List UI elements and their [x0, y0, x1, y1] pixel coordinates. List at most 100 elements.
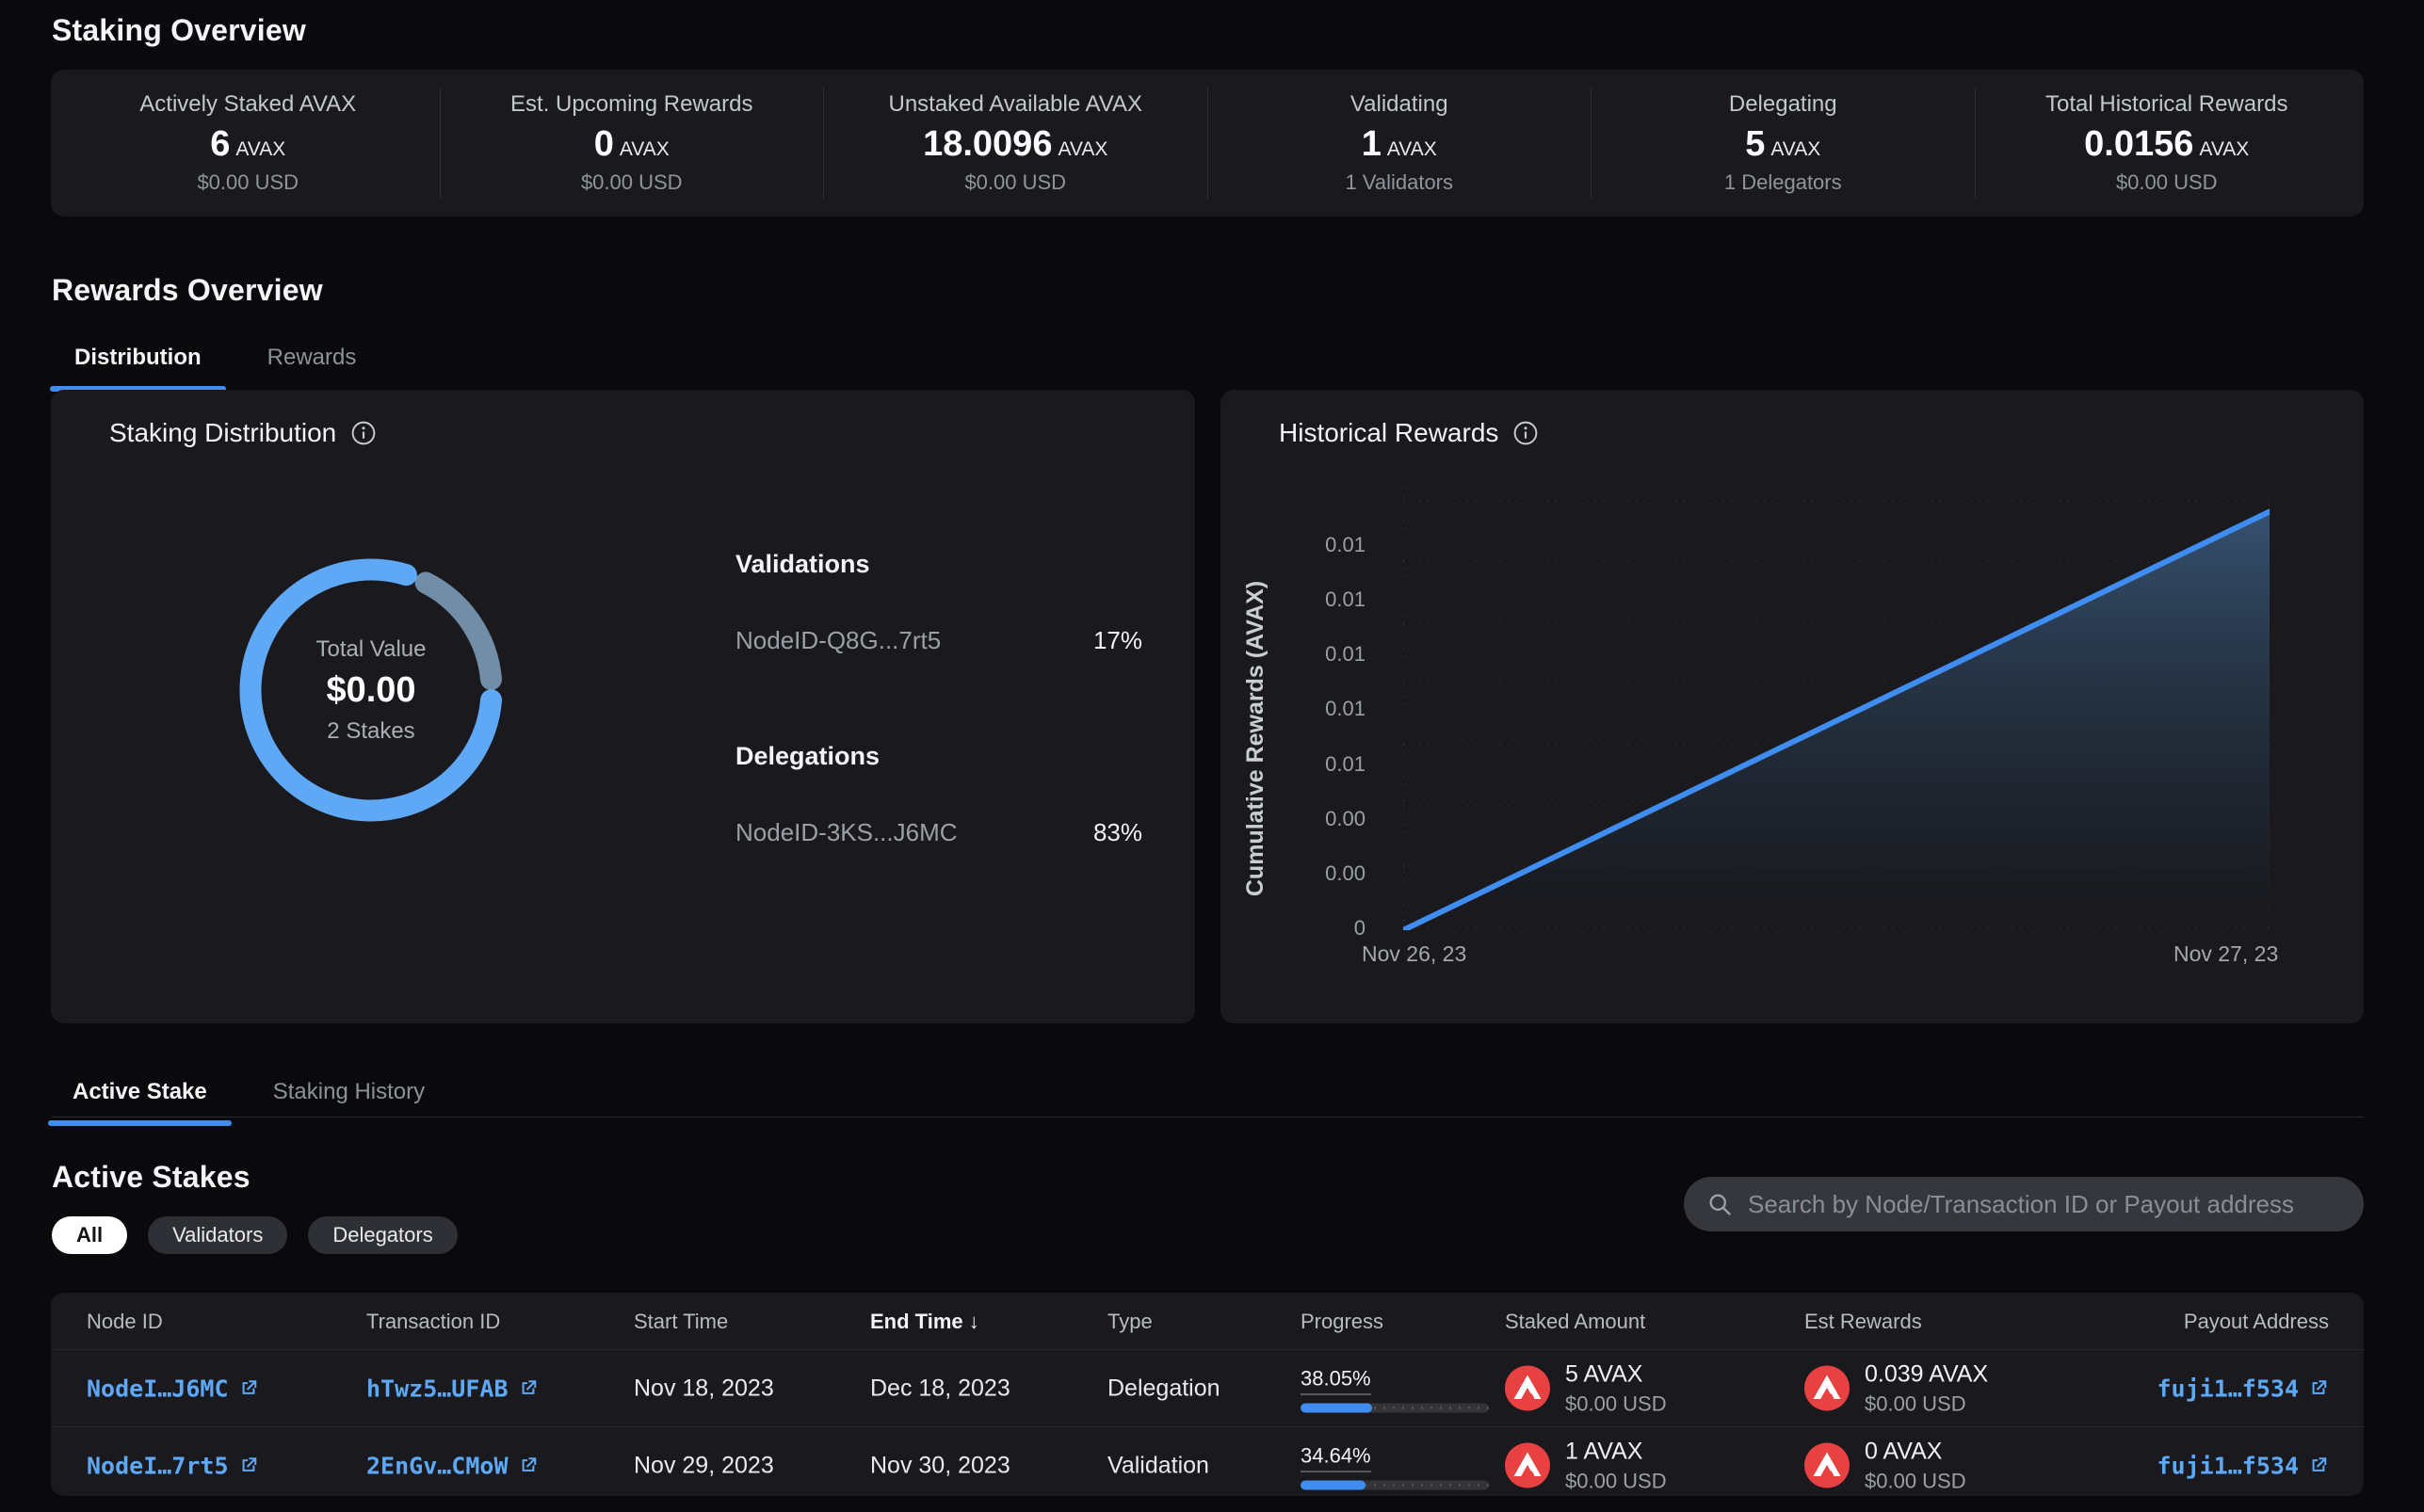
- donut-center: Total Value $0.00 2 Stakes: [225, 544, 517, 836]
- progress-percent: 38.05%: [1301, 1366, 1371, 1394]
- avax-icon: [1804, 1442, 1850, 1488]
- filter-validators[interactable]: Validators: [148, 1216, 288, 1254]
- info-icon[interactable]: [1513, 421, 1538, 445]
- progress-cell: 38.05%: [1301, 1364, 1489, 1412]
- stat-value: 18.0096 AVAX: [923, 124, 1108, 164]
- staking-distribution-donut: Total Value $0.00 2 Stakes: [225, 544, 517, 836]
- search-icon: [1709, 1194, 1731, 1215]
- y-axis-ticks: 0.01 0.01 0.01 0.01 0.01 0.00 0.00 0: [1325, 533, 1366, 940]
- est-rewards-cell: 0 AVAX $0.00 USD: [1804, 1438, 1966, 1493]
- stat-sub: 1 Validators: [1345, 170, 1454, 194]
- delegation-legend-row: NodeID-3KS...J6MC 83%: [735, 818, 1142, 847]
- tabs-divider: [52, 1117, 2364, 1118]
- transaction-id-link[interactable]: 2EnGv…CMoW: [366, 1452, 539, 1479]
- stat-label: Unstaked Available AVAX: [888, 91, 1142, 117]
- filter-all[interactable]: All: [52, 1216, 128, 1254]
- validation-legend-row: NodeID-Q8G...7rt5 17%: [735, 626, 1142, 655]
- staked-usd: $0.00 USD: [1565, 1391, 1667, 1415]
- divider: [51, 1426, 2364, 1427]
- tab-distribution[interactable]: Distribution: [50, 345, 226, 392]
- staked-amount: 1 AVAX: [1565, 1438, 1643, 1464]
- divider: [823, 88, 824, 199]
- progress-percent: 34.64%: [1301, 1443, 1371, 1472]
- col-progress[interactable]: Progress: [1301, 1310, 1384, 1333]
- avax-icon: [1804, 1365, 1850, 1411]
- page-title: Staking Overview: [52, 13, 306, 47]
- avax-icon: [1505, 1442, 1550, 1488]
- donut-arc-delegations[interactable]: [239, 558, 503, 822]
- x-axis-tick-left: Nov 26, 23: [1362, 941, 1467, 966]
- staked-amount: 5 AVAX: [1565, 1360, 1643, 1387]
- stat-label: Delegating: [1728, 91, 1837, 117]
- table-row: NodeI…7rt5 2EnGv…CMoW Nov 29, 2023 Nov 3…: [51, 1427, 2364, 1496]
- historical-rewards-chart[interactable]: [1403, 488, 2270, 930]
- active-tab-underline: [50, 386, 226, 392]
- tab-rewards[interactable]: Rewards: [267, 345, 357, 370]
- node-id-link[interactable]: NodeI…J6MC: [87, 1375, 259, 1402]
- col-end-time[interactable]: End Time ↓: [870, 1310, 979, 1333]
- start-time: Nov 29, 2023: [634, 1452, 774, 1478]
- stat-value: 5 AVAX: [1745, 124, 1821, 164]
- delegation-percent: 83%: [1092, 818, 1142, 846]
- col-staked-amount[interactable]: Staked Amount: [1505, 1310, 1646, 1333]
- delegations-heading: Delegations: [735, 742, 881, 770]
- external-link-icon: [242, 1380, 256, 1394]
- tab-active-stake[interactable]: Active Stake: [48, 1079, 232, 1126]
- divider: [51, 1349, 2364, 1350]
- sort-desc-icon: ↓: [968, 1310, 979, 1333]
- end-time: Dec 18, 2023: [870, 1375, 1010, 1401]
- x-axis-tick-right: Nov 27, 23: [2174, 941, 2279, 966]
- rewards-overview-heading: Rewards Overview: [52, 273, 323, 307]
- y-axis-title: Cumulative Rewards (AVAX): [1242, 580, 1269, 896]
- validations-heading: Validations: [735, 550, 870, 578]
- filter-delegators[interactable]: Delegators: [308, 1216, 458, 1254]
- progress-bar: [1301, 1403, 1489, 1412]
- stat-delegating: Delegating 5 AVAX 1 Delegators: [1592, 70, 1975, 217]
- transaction-id-link[interactable]: hTwz5…UFAB: [366, 1375, 539, 1402]
- divider: [439, 88, 441, 199]
- stake-type: Delegation: [1107, 1375, 1220, 1401]
- progress-bar-fill: [1301, 1403, 1373, 1412]
- donut-center-value: $0.00: [326, 669, 416, 710]
- col-payout-address[interactable]: Payout Address: [2183, 1310, 2329, 1333]
- info-icon[interactable]: [351, 421, 376, 445]
- staking-distribution-title: Staking Distribution: [109, 418, 376, 448]
- stat-total-historical-rewards: Total Historical Rewards 0.0156 AVAX $0.0…: [1976, 70, 2359, 217]
- external-link-icon: [522, 1380, 536, 1394]
- donut-arc-validations[interactable]: [225, 544, 517, 836]
- historical-rewards-card: Historical Rewards Cumulative Rewards (A…: [1220, 390, 2364, 1023]
- est-rewards-usd: $0.00 USD: [1865, 1391, 1966, 1415]
- stat-label: Validating: [1349, 91, 1448, 117]
- stat-sub: $0.00 USD: [197, 170, 299, 194]
- donut-center-label: Total Value: [315, 635, 427, 662]
- active-stakes-heading: Active Stakes: [52, 1160, 250, 1194]
- avax-icon: [1505, 1365, 1550, 1411]
- stake-tabs: Active Stake Staking History: [48, 1079, 426, 1126]
- payout-address-link[interactable]: fuji1…f534: [2157, 1452, 2329, 1479]
- node-id-link[interactable]: NodeI…7rt5: [87, 1452, 259, 1479]
- distribution-legend: Validations NodeID-Q8G...7rt5 17% Delega…: [735, 550, 1142, 847]
- tab-staking-history[interactable]: Staking History: [272, 1079, 426, 1104]
- stake-filter-chips: All Validators Delegators: [52, 1216, 458, 1254]
- stat-value: 0.0156 AVAX: [2084, 124, 2250, 164]
- col-type[interactable]: Type: [1107, 1310, 1153, 1333]
- search-input[interactable]: [1748, 1189, 2341, 1219]
- staked-usd: $0.00 USD: [1565, 1469, 1667, 1492]
- col-start-time[interactable]: Start Time: [634, 1310, 729, 1333]
- col-transaction-id[interactable]: Transaction ID: [366, 1310, 501, 1333]
- delegation-node-id: NodeID-3KS...J6MC: [735, 818, 958, 846]
- table-header: Node ID Transaction ID Start Time End Ti…: [51, 1293, 2364, 1349]
- stat-upcoming-rewards: Est. Upcoming Rewards 0 AVAX $0.00 USD: [441, 70, 824, 217]
- col-node-id[interactable]: Node ID: [87, 1310, 163, 1333]
- staked-amount-cell: 5 AVAX $0.00 USD: [1505, 1360, 1667, 1416]
- stat-label: Est. Upcoming Rewards: [510, 91, 753, 117]
- search-bar[interactable]: [1684, 1177, 2364, 1231]
- stat-label: Total Historical Rewards: [2045, 91, 2288, 117]
- payout-address-link[interactable]: fuji1…f534: [2157, 1375, 2329, 1402]
- active-tab-underline: [48, 1120, 232, 1126]
- est-rewards-cell: 0.039 AVAX $0.00 USD: [1804, 1360, 1988, 1416]
- progress-bar-fill: [1301, 1480, 1366, 1489]
- end-time: Nov 30, 2023: [870, 1452, 1010, 1478]
- donut-center-sub: 2 Stakes: [327, 717, 415, 744]
- col-est-rewards[interactable]: Est Rewards: [1804, 1310, 1922, 1333]
